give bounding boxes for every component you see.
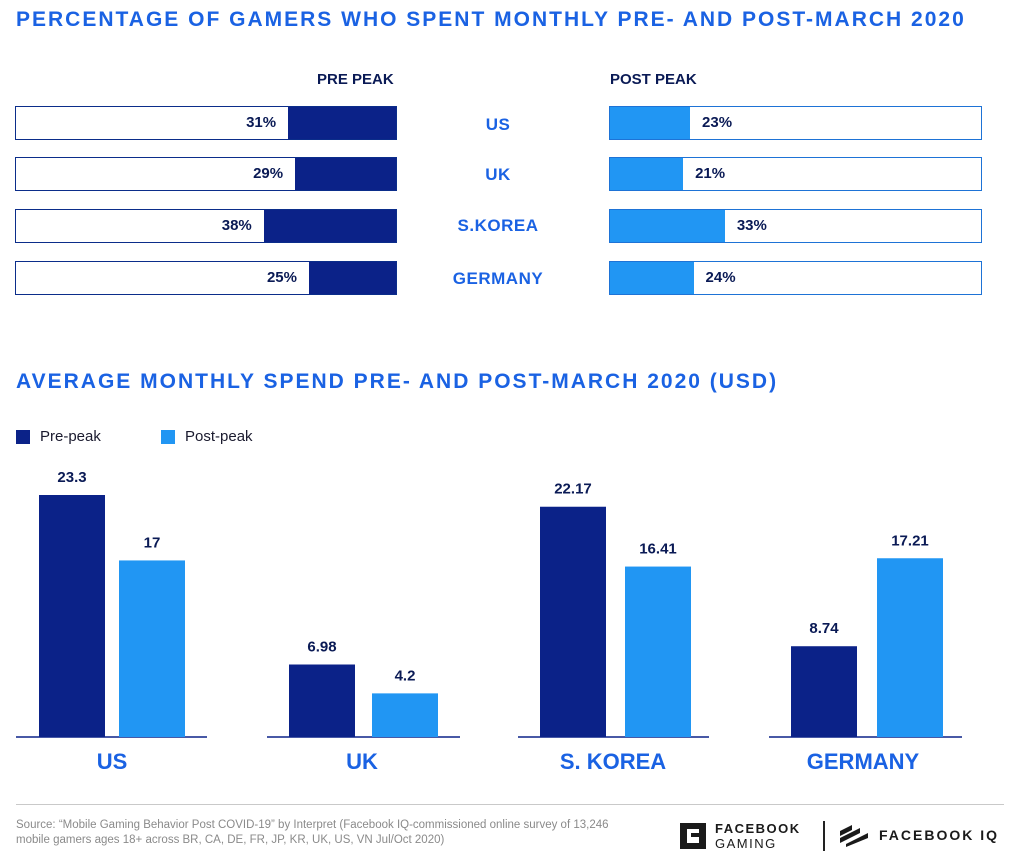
post-peak-bar-germany: 24% [609,261,982,295]
bar-value-label: 22.17 [554,481,592,498]
post-peak-value-label: 23% [702,114,733,131]
bar-value-label: 23.3 [57,469,86,486]
country-label-skorea: S.KOREA [457,216,539,235]
legend-swatch-pre [16,429,30,444]
legend-label-post: Post-peak [185,428,253,445]
legend-pre: Pre-peak [16,428,101,445]
pre-peak-value-label: 38% [221,217,252,234]
pre-peak-fill [309,262,396,294]
post-peak-fill [610,107,691,139]
bottom-chart-title: AVERAGE MONTHLY SPEND PRE- AND POST-MARC… [16,370,779,393]
pre-peak-fill [288,107,396,139]
gaming-logo-line2: GAMING [715,836,777,851]
post-peak-bar-skorea: 33% [609,209,982,243]
bar-value-label: 6.98 [307,639,336,656]
post-peak-fill [610,210,725,242]
category-label-germany: GERMANY [807,749,920,774]
pre-peak-bar-germany [791,646,857,737]
legend-label-pre: Pre-peak [40,428,101,445]
bar-value-label: 4.2 [395,667,416,684]
post-peak-header: POST PEAK [610,71,697,88]
pre-peak-bar-skorea [540,506,606,737]
post-peak-value-label: 24% [705,269,736,286]
pre-peak-bar-germany: 25% [15,261,397,295]
category-label-skorea: S. KOREA [560,749,666,774]
legend-swatch-post [161,429,175,444]
pre-peak-header: PRE PEAK [317,71,394,88]
facebook-gaming-icon [680,823,706,849]
pre-peak-value-label: 25% [266,269,297,286]
post-peak-bar-us [119,560,185,737]
bar-value-label: 17.21 [891,532,929,549]
country-label-germany: GERMANY [452,269,544,288]
post-peak-bar-us: 23% [609,106,982,140]
pre-peak-bar-us [39,495,105,737]
pre-peak-bar-uk: 29% [15,157,397,191]
post-peak-bar-uk [372,693,438,737]
category-label-us: US [97,749,128,774]
post-peak-fill [610,158,684,190]
pre-peak-fill [263,210,396,242]
country-label-us: US [485,115,511,134]
pre-peak-bar-uk [289,664,355,737]
country-label-uk: UK [485,165,511,184]
source-note: Source: “Mobile Gaming Behavior Post COV… [16,819,609,846]
footer-divider [16,804,1004,805]
iq-logo-text: FACEBOOK IQ [879,827,1000,843]
facebook-iq-logo: FACEBOOK IQ [840,823,999,847]
post-peak-value-label: 33% [736,217,767,234]
post-peak-fill [610,262,694,294]
gaming-logo-line1: FACEBOOK [715,821,801,836]
bar-value-label: 8.74 [809,620,839,637]
legend-post: Post-peak [161,428,253,445]
pre-peak-bar-us: 31% [15,106,397,140]
top-chart-title: PERCENTAGE OF GAMERS WHO SPENT MONTHLY P… [16,8,966,31]
pre-peak-bar-skorea: 38% [15,209,397,243]
pre-peak-value-label: 29% [253,165,284,182]
logo-separator [823,821,825,851]
pre-peak-fill [295,158,396,190]
post-peak-bar-uk: 21% [609,157,982,191]
facebook-gaming-logo: FACEBOOK GAMING [680,821,801,851]
post-peak-bar-skorea [625,566,691,737]
bar-value-label: 17 [144,534,161,551]
post-peak-bar-germany [877,558,943,737]
category-label-uk: UK [346,749,378,774]
pre-peak-value-label: 31% [246,114,277,131]
spend-bar-chart: 23.3 17 US 6.98 4.2 UK 22.17 16.41 S. KOREA 8.74 1… [16,469,962,774]
bar-value-label: 16.41 [639,541,677,558]
facebook-iq-icon [840,825,868,847]
post-peak-value-label: 21% [695,165,726,182]
